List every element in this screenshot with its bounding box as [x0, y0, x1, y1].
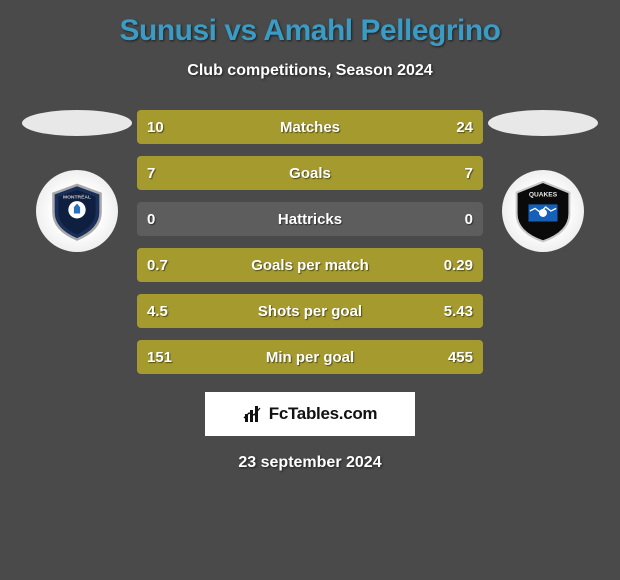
quakes-crest-icon: QUAKES — [510, 178, 576, 244]
stat-right-value: 0.29 — [444, 257, 473, 274]
stat-label: Goals — [289, 165, 331, 182]
infographic-container: Sunusi vs Amahl Pellegrino Club competit… — [0, 0, 620, 482]
stat-right-value: 24 — [456, 119, 473, 136]
svg-text:QUAKES: QUAKES — [529, 191, 558, 198]
stat-right-value: 455 — [448, 349, 473, 366]
left-player-placeholder — [22, 110, 132, 136]
left-side: MONTRÉAL — [17, 110, 137, 252]
stats-panel: 10 Matches 24 7 Goals 7 0 Hattricks 0 0.7 Goals pe… — [137, 110, 483, 374]
stat-row: 4.5 Shots per goal 5.43 — [137, 294, 483, 328]
montreal-crest-icon: MONTRÉAL — [46, 180, 108, 242]
branding-box: FcTables.com — [205, 392, 415, 436]
stat-left-value: 4.5 — [147, 303, 168, 320]
stat-right-value: 5.43 — [444, 303, 473, 320]
stat-row: 7 Goals 7 — [137, 156, 483, 190]
stat-left-value: 7 — [147, 165, 155, 182]
stat-left-value: 10 — [147, 119, 164, 136]
stat-row: 10 Matches 24 — [137, 110, 483, 144]
stat-row: 0 Hattricks 0 — [137, 202, 483, 236]
main-row: MONTRÉAL 10 Matches 24 7 Goals 7 0 Hattricks 0 0.… — [0, 110, 620, 374]
stat-row: 151 Min per goal 455 — [137, 340, 483, 374]
stat-right-value: 0 — [465, 211, 473, 228]
date-label: 23 september 2024 — [238, 454, 381, 472]
branding-label: FcTables.com — [269, 404, 378, 424]
right-team-badge: QUAKES — [502, 170, 584, 252]
chart-icon — [243, 404, 263, 424]
stat-left-value: 151 — [147, 349, 172, 366]
stat-left-value: 0.7 — [147, 257, 168, 274]
stat-right-value: 7 — [465, 165, 473, 182]
page-title: Sunusi vs Amahl Pellegrino — [120, 14, 501, 48]
right-player-placeholder — [488, 110, 598, 136]
right-side: QUAKES — [483, 110, 603, 252]
stat-left-value: 0 — [147, 211, 155, 228]
stat-label: Min per goal — [266, 349, 354, 366]
stat-label: Hattricks — [278, 211, 342, 228]
stat-label: Shots per goal — [258, 303, 362, 320]
stat-row: 0.7 Goals per match 0.29 — [137, 248, 483, 282]
stat-label: Goals per match — [251, 257, 369, 274]
stat-label: Matches — [280, 119, 340, 136]
subtitle: Club competitions, Season 2024 — [187, 62, 432, 80]
left-team-badge: MONTRÉAL — [36, 170, 118, 252]
